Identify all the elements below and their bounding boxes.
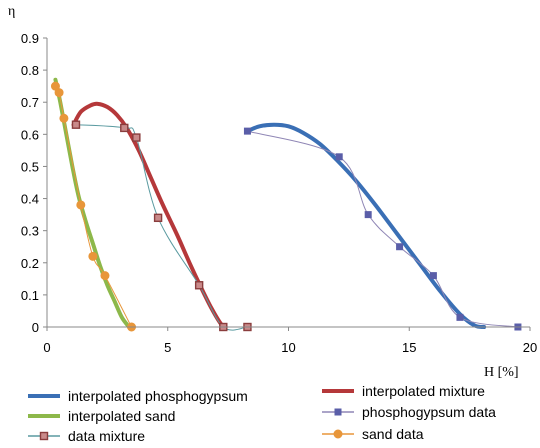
y-tick-label: 0.2	[21, 256, 39, 271]
legend-label: phosphogypsum data	[362, 404, 496, 420]
data-mixture-point	[132, 133, 141, 142]
y-tick-label: 0.1	[21, 288, 39, 303]
sand-data-point	[59, 113, 69, 123]
sand-data-point	[54, 88, 64, 98]
data-mixture-point	[153, 213, 163, 223]
y-tick-label: 0.5	[21, 159, 39, 174]
legend-item-interpolated-mixture: interpolated mixture	[322, 383, 485, 399]
y-tick-label: 0.6	[21, 127, 39, 142]
data-mixture-point	[120, 123, 129, 133]
data-mixture-connector	[75, 124, 248, 331]
interpolated-phosphogypsum-line	[245, 122, 487, 329]
plot-lines	[53, 77, 519, 331]
interpolated-mixture-line	[71, 101, 228, 329]
x-tick-label: 5	[164, 340, 171, 355]
legend-label: interpolated mixture	[362, 383, 485, 399]
legend: interpolated phosphogypsum interpolated m…	[28, 383, 496, 444]
phosphogypsum-data-point	[243, 127, 251, 135]
legend-label: data mixture	[68, 428, 145, 444]
legend-label: sand data	[362, 426, 424, 442]
phosphogypsum-data-point	[456, 313, 464, 321]
y-tick-label: 0.9	[21, 31, 39, 46]
x-tick-label: 10	[281, 340, 295, 355]
y-ticks: 0 0.1 0.2 0.3 0.4 0.5 0.6 0.7 0.8 0.9	[21, 31, 47, 335]
data-mixture-point	[194, 281, 204, 290]
legend-marker	[333, 429, 343, 439]
y-tick-label: 0.4	[21, 192, 39, 207]
legend-item-sand-data: sand data	[322, 426, 424, 442]
sand-data-point	[88, 251, 98, 261]
phosphogypsum-data-connector	[247, 130, 519, 328]
sand-data-connector	[55, 85, 132, 328]
phosphogypsum-data-point	[364, 211, 372, 219]
x-ticks: 0 5 10 15 20	[43, 327, 537, 355]
legend-marker	[334, 408, 342, 416]
legend-item-interpolated-phosphogypsum: interpolated phosphogypsum	[28, 388, 248, 404]
legend-item-interpolated-sand: interpolated sand	[28, 408, 175, 424]
legend-item-phosphogypsum-data: phosphogypsum data	[322, 404, 496, 420]
legend-item-data-mixture: data mixture	[28, 428, 145, 444]
legend-marker	[39, 431, 49, 441]
sand-data-point	[76, 200, 86, 210]
legend-label: interpolated sand	[68, 408, 175, 424]
phosphogypsum-data-point	[429, 272, 437, 280]
y-tick-label: 0	[32, 320, 39, 335]
data-mixture-point	[71, 120, 81, 129]
interpolated-sand-line	[53, 77, 132, 329]
legend-label: interpolated phosphogypsum	[68, 388, 248, 404]
axes	[46, 38, 530, 328]
y-tick-label: 0.8	[21, 63, 39, 78]
x-tick-label: 15	[402, 340, 416, 355]
y-axis-title: η	[8, 4, 15, 19]
phosphogypsum-data-point	[396, 243, 404, 251]
x-tick-label: 0	[43, 340, 50, 355]
phosphogypsum-data-point	[335, 153, 343, 161]
y-tick-label: 0.3	[21, 224, 39, 239]
x-axis-title: H [%]	[484, 365, 519, 380]
y-tick-label: 0.7	[21, 95, 39, 110]
x-tick-label: 20	[523, 340, 537, 355]
sand-data-point	[100, 271, 110, 281]
